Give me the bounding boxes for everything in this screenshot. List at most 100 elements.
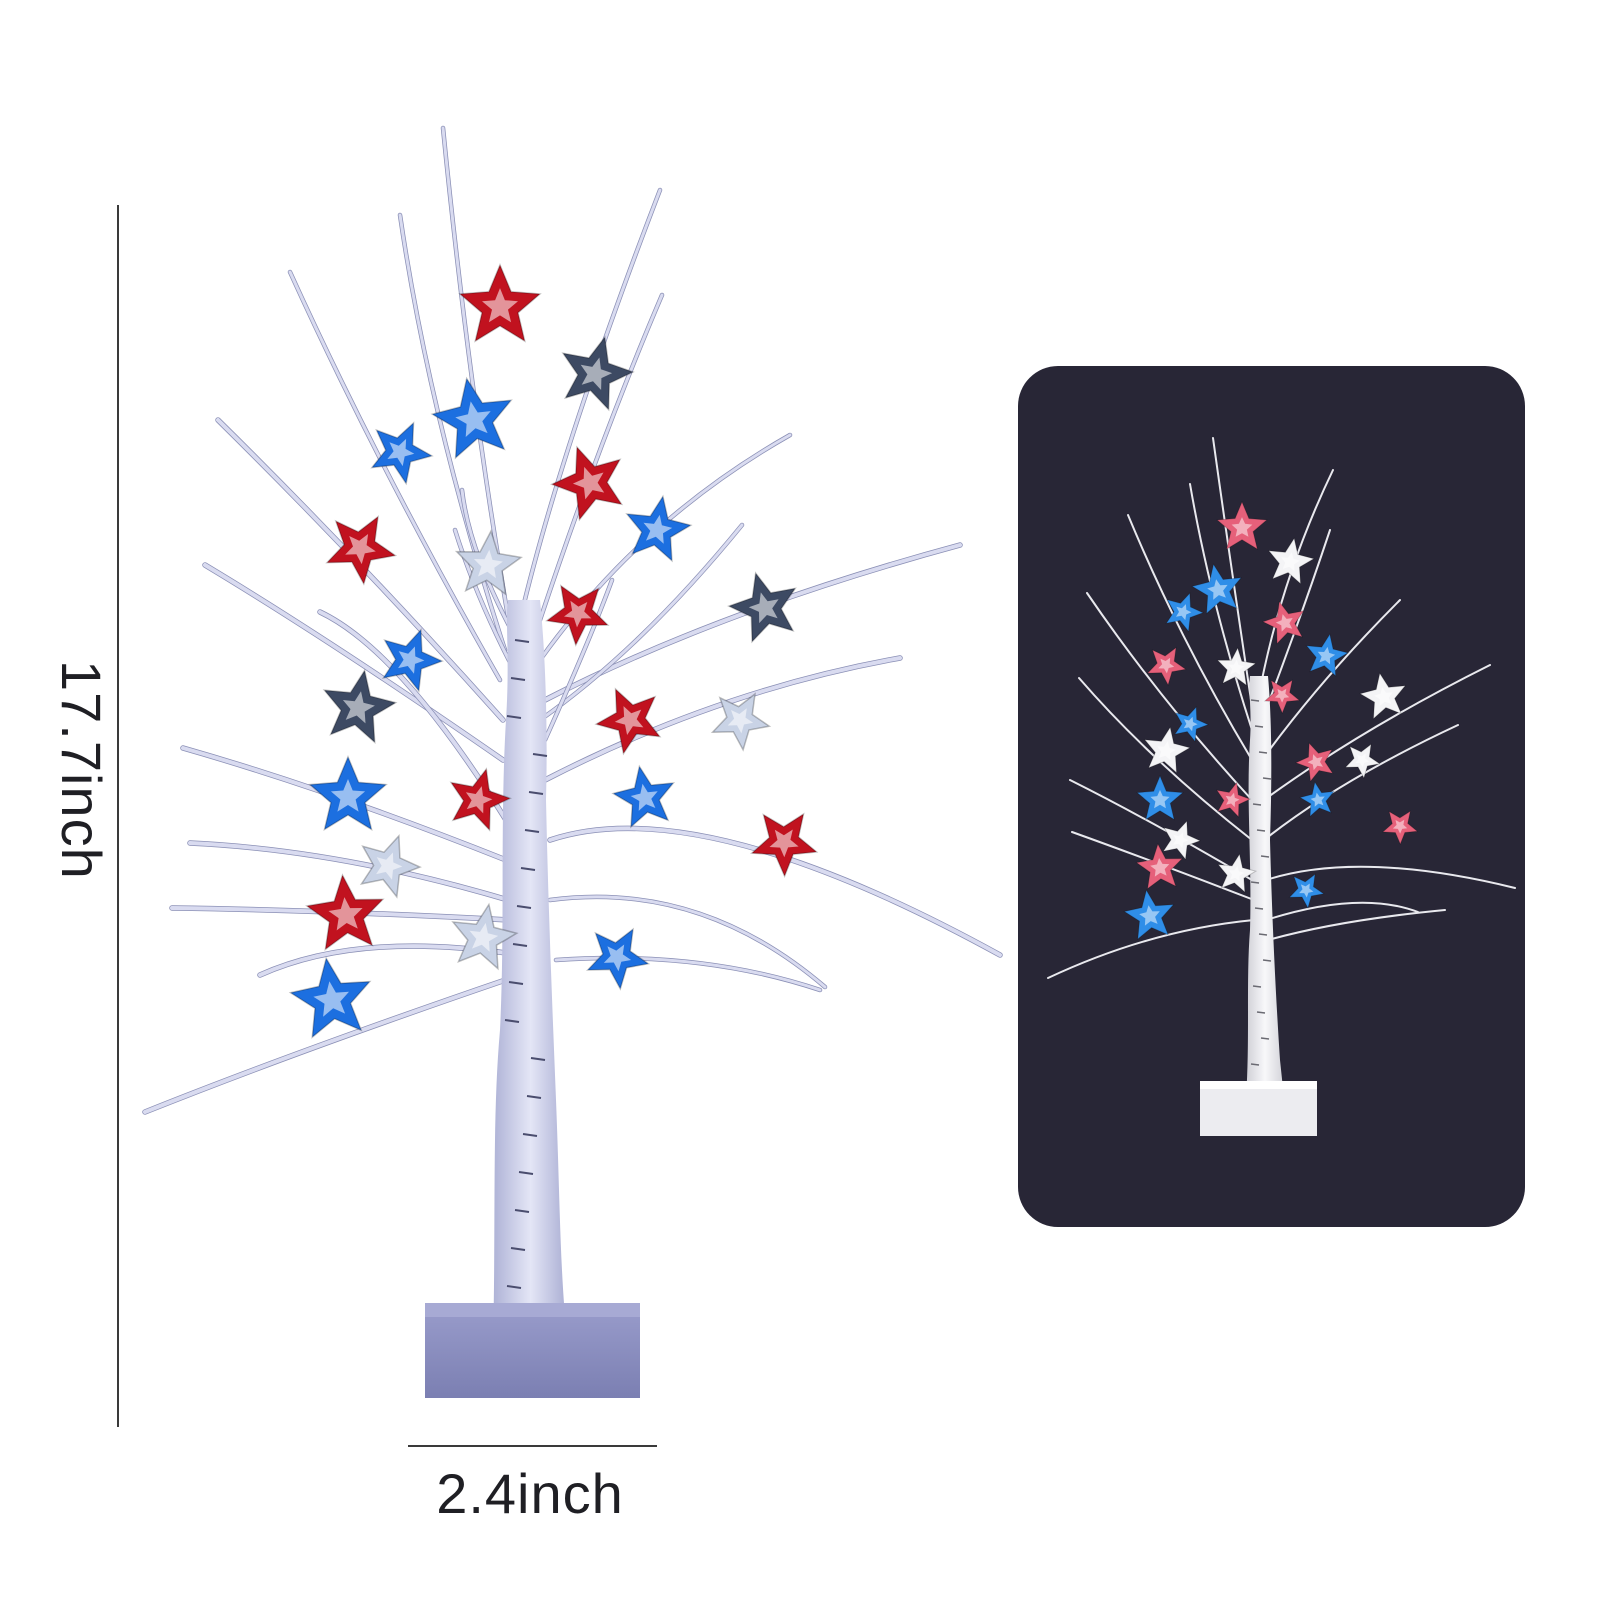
star-light [1274,688,1290,703]
bark-mark [514,1209,530,1213]
night-tree-bark-marks [1250,699,1272,1066]
bark-mark [1252,803,1262,806]
star-light [1157,741,1176,761]
bark-mark [1260,855,1270,858]
bark-mark [1262,959,1272,962]
star-light [1207,579,1228,600]
bark-mark [516,905,532,909]
night-branch [1257,469,1334,701]
star-light [769,829,799,858]
star-light [1150,789,1170,809]
branch [188,841,510,902]
star-light [1281,552,1300,572]
star-light [1158,657,1175,674]
bark-mark [518,1171,534,1175]
bark-mark [1254,725,1264,728]
star-light [376,852,403,880]
branch [538,523,744,722]
branch-shadow [287,269,503,683]
width-dimension-label: 2.4inch [436,1462,624,1525]
night-branch [1265,901,1419,921]
night-branch [1261,599,1401,761]
night-tree-stars [1123,500,1419,941]
night-branch [1263,724,1459,841]
star-light [1225,792,1240,808]
night-tree-branches [1047,437,1516,979]
bark-mark [1256,1011,1266,1014]
branch [398,213,507,652]
branch [554,956,822,992]
star-light [455,401,491,437]
main-tree-base [425,1303,640,1398]
star-light [1228,659,1245,676]
star-light [564,600,592,628]
branch [548,895,827,989]
bark-mark [1252,985,1262,988]
night-tree-base-top [1200,1081,1317,1089]
bark-mark [514,639,530,643]
star-light [328,897,363,931]
night-view-background [1018,366,1525,1227]
star-light [1355,753,1370,768]
night-branch [1265,865,1516,889]
star-light [643,514,673,544]
bark-mark [506,715,522,719]
star-light [603,944,632,972]
bark-mark [1260,1037,1270,1040]
bark-mark [530,1057,546,1061]
night-branch [1127,514,1253,761]
star-light [469,922,499,952]
star-light [465,786,493,814]
bark-mark [1262,777,1272,780]
main-tree-base-top [425,1303,640,1317]
star-light [1176,604,1192,621]
height-dimension-label: 17.7inch [50,660,113,880]
night-branch [1047,919,1255,979]
bark-mark [1254,907,1264,910]
star-light [1374,687,1393,707]
bark-mark [508,981,524,985]
branch [543,656,902,782]
star-light [387,438,415,467]
bark-mark [506,1285,522,1289]
branch [288,270,502,682]
bark-mark [522,1133,538,1137]
star-light [1231,517,1253,537]
night-branch [1263,664,1491,801]
bark-mark [520,867,536,871]
star-light [482,288,518,323]
branch [548,826,1002,957]
star-light [1275,614,1293,632]
star-light [345,534,376,565]
branch [543,578,614,742]
night-tree-base [1200,1081,1317,1136]
bark-mark [532,753,548,757]
bark-mark [526,1095,542,1099]
star-light [330,779,366,812]
star-light [614,706,644,735]
main-tree-trunk [493,600,568,1345]
branch [518,188,662,622]
branch [143,973,522,1114]
night-branch [1267,909,1446,941]
star-light [1173,832,1189,849]
bark-mark [1250,881,1260,884]
star-light [1150,858,1170,877]
star-light [727,708,754,734]
star-light [1183,716,1198,732]
night-branch [1086,592,1253,801]
star-light [1139,905,1160,926]
star-light [1307,754,1323,771]
star-light [1392,819,1408,834]
bark-mark [510,677,526,681]
star-light [1310,792,1325,807]
star-light [1317,646,1336,665]
bark-mark [1250,1063,1260,1066]
star-light [342,691,375,724]
star-light [748,592,779,624]
bark-mark [1258,751,1268,754]
star-light [1228,865,1245,882]
branch [538,293,664,622]
night-branch [1212,437,1255,721]
